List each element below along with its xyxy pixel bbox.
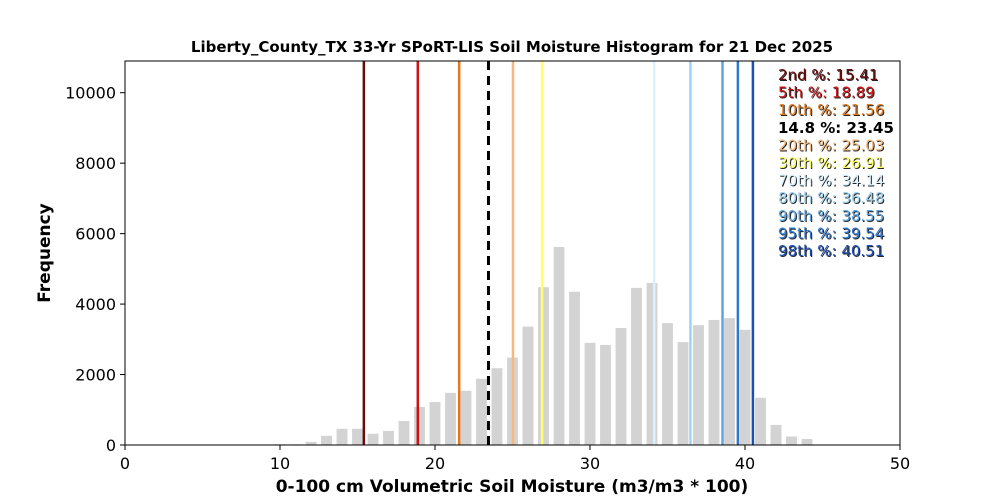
histogram-bar	[305, 441, 317, 445]
legend-entry: 10th %: 21.56	[778, 101, 884, 119]
histogram-bar	[398, 421, 410, 445]
histogram-bar	[460, 390, 472, 445]
histogram-bar	[584, 342, 596, 445]
histogram-bar	[739, 329, 751, 445]
legend-entry: 98th %: 40.51	[778, 242, 884, 260]
x-tick-label: 30	[580, 454, 600, 473]
histogram-bar	[336, 428, 348, 445]
histogram-bar	[321, 435, 332, 445]
histogram-bar	[367, 433, 379, 445]
histogram-bar	[445, 392, 456, 445]
legend-entry: 70th %: 34.14	[778, 172, 884, 190]
histogram-bars	[274, 247, 813, 445]
legend-entry-shadow: 5th %: 18.89	[779, 85, 876, 103]
x-tick-label: 50	[890, 454, 910, 473]
y-tick-label: 0	[106, 436, 116, 455]
y-tick-label: 4000	[75, 295, 116, 314]
legend-entry-shadow: 80th %: 36.48	[779, 190, 885, 208]
legend-entry-shadow: 2nd %: 15.41	[779, 67, 879, 85]
legend-entry-shadow: 20th %: 25.03	[779, 137, 885, 155]
legend-entry-shadow: 30th %: 26.91	[779, 155, 885, 173]
legend-entry-shadow: 98th %: 40.51	[779, 243, 885, 261]
histogram-bar	[569, 291, 580, 445]
histogram-bar	[538, 287, 549, 445]
legend-entry: 80th %: 36.48	[778, 189, 884, 207]
histogram-bar	[801, 439, 813, 445]
histogram-bar	[693, 325, 704, 445]
histogram-bar	[600, 344, 611, 445]
histogram-bar	[662, 323, 673, 445]
histogram-bar	[383, 430, 394, 445]
x-tick-label: 0	[120, 454, 130, 473]
histogram-bar	[786, 436, 797, 445]
histogram-bar	[724, 318, 735, 445]
histogram-bar	[352, 428, 363, 445]
legend-entry: 30th %: 26.91	[778, 154, 884, 172]
x-tick-label: 10	[270, 454, 290, 473]
histogram-bar	[414, 406, 425, 445]
histogram-bar	[491, 368, 503, 445]
legend-entry-shadow: 70th %: 34.14	[779, 173, 885, 191]
legend-entry-shadow: 95th %: 39.54	[779, 225, 885, 243]
legend-entry-shadow: 90th %: 38.55	[779, 208, 885, 226]
legend-entry: 20th %: 25.03	[778, 136, 884, 154]
y-axis-label: Frequency	[35, 203, 55, 303]
histogram-bar	[708, 319, 720, 445]
histogram-bar	[770, 424, 782, 445]
legend-entry-shadow: 10th %: 21.56	[779, 102, 885, 120]
histogram-bar	[522, 326, 534, 445]
legend-entry: 5th %: 18.89	[778, 84, 875, 102]
legend-entry-current: 14.8 %: 23.45	[778, 119, 894, 137]
histogram-bar	[615, 328, 627, 445]
histogram-bar	[677, 342, 689, 445]
plot-frame	[124, 60, 901, 446]
y-tick-label: 8000	[75, 154, 116, 173]
legend-entry: 90th %: 38.55	[778, 207, 884, 225]
percentile-lines	[362, 61, 755, 445]
y-axis-ticks: 0 2000 4000 6000 8000 10000	[65, 84, 125, 455]
legend-entry: 2nd %: 15.41	[778, 66, 878, 84]
histogram-bar	[429, 402, 441, 445]
histogram-bar	[553, 247, 565, 445]
x-tick-label: 20	[425, 454, 445, 473]
histogram-bar	[631, 287, 642, 445]
y-tick-label: 6000	[75, 225, 116, 244]
legend-entry: 95th %: 39.54	[778, 224, 884, 242]
chart-title: Liberty_County_TX 33-Yr SPoRT-LIS Soil M…	[191, 38, 833, 56]
y-tick-label: 10000	[65, 84, 116, 103]
histogram-bar	[646, 282, 658, 445]
histogram-bar	[476, 378, 487, 445]
histogram-bar	[755, 397, 766, 445]
x-axis-label: 0-100 cm Volumetric Soil Moisture (m3/m3…	[276, 477, 749, 497]
x-axis-ticks: 0 10 20 30 40 50	[120, 445, 910, 473]
x-tick-label: 40	[735, 454, 755, 473]
y-tick-label: 2000	[75, 366, 116, 385]
